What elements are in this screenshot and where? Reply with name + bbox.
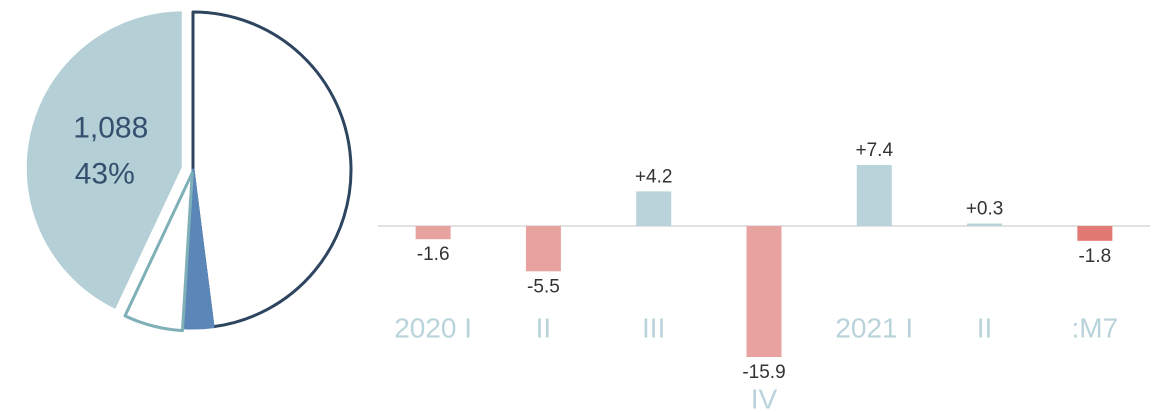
slice-value-label: 1,088 (73, 112, 148, 145)
bar (967, 223, 1003, 226)
category-label: 2021 I (835, 312, 913, 343)
bar (746, 226, 782, 358)
value-label: -5.5 (527, 276, 560, 297)
category-label: 2020 I (394, 312, 472, 343)
value-label: -15.9 (742, 362, 785, 383)
value-label: -1.6 (417, 244, 450, 265)
category-label: II (536, 312, 552, 343)
pie-slice (191, 10, 353, 329)
bar (415, 226, 451, 240)
bar (525, 226, 561, 272)
category-label: III (642, 312, 665, 343)
value-label: +7.4 (856, 140, 894, 161)
value-label: -1.8 (1078, 246, 1111, 267)
value-label: +4.2 (635, 166, 673, 187)
category-label: IV (751, 383, 778, 412)
slice-percent-label: 43% (75, 158, 135, 191)
category-label: II (977, 312, 993, 343)
bar (1077, 226, 1113, 241)
pie-slice (123, 171, 194, 333)
value-label: +0.3 (966, 199, 1004, 220)
pie-slice (23, 8, 185, 313)
category-label: :M7 (1072, 312, 1119, 343)
bar (856, 165, 892, 226)
bar (636, 191, 672, 226)
